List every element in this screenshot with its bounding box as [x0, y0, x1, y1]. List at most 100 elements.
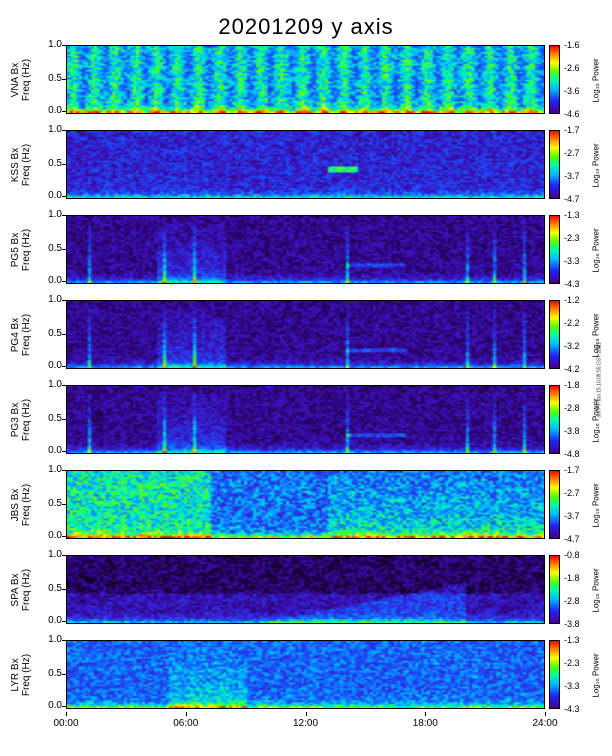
colorbar-tick-label: -2.6 [564, 63, 580, 73]
y-tick-mark [62, 470, 67, 471]
freq-label: Freq (Hz) [21, 313, 33, 357]
freq-label: Freq (Hz) [21, 58, 33, 102]
colorbar-tick-label: -2.3 [564, 658, 580, 668]
freq-label: Freq (Hz) [21, 483, 33, 527]
station-label-text: PG5 Bx Freq (Hz) [10, 229, 32, 271]
colorbar [549, 470, 560, 539]
spectrogram-image [67, 641, 544, 708]
spectrogram-image [67, 556, 544, 623]
colorbar-tick-label: -1.2 [564, 295, 580, 305]
y-tick-label: 0.5 [48, 328, 62, 339]
x-tick-mark [185, 712, 187, 716]
station-name: PG5 Bx [10, 232, 22, 268]
colorbar-tick-label: -3.8 [564, 426, 580, 436]
y-tick-label: 0.5 [48, 158, 62, 169]
x-tick-label: 24:00 [532, 718, 558, 729]
panel-vna: VNA Bx Freq (Hz) 1.0 0.5 0.0 -1.6 -2.6 -3.6 -4.6… [0, 40, 612, 120]
panel-lyr: LYR Bx Freq (Hz) 1.0 0.5 0.0 -1.3 -2.3 -3.3 -4.3… [0, 635, 612, 715]
colorbar-tick-label: -2.3 [564, 233, 580, 243]
x-tick-label: 06:00 [173, 718, 199, 729]
y-tick-mark [62, 300, 67, 301]
credit-note: anl Fri Jan 15 10:09:55 GST 2021 [590, 300, 610, 460]
colorbar-tick-label: -1.3 [564, 210, 580, 220]
station-label-text: LYR Bx Freq (Hz) [10, 654, 32, 696]
colorbar [549, 300, 560, 369]
station-label: LYR Bx Freq (Hz) [4, 635, 38, 715]
colorbar-tick-label: -3.6 [564, 86, 580, 96]
x-tick-mark [66, 712, 67, 716]
y-tick-label: 0.5 [48, 243, 62, 254]
y-tick-label: 1.0 [48, 124, 62, 135]
y-tick-mark [62, 281, 67, 282]
x-tick-mark [305, 712, 307, 716]
y-tick-label: 1.0 [48, 379, 62, 390]
colorbar-tick-label: -2.8 [564, 596, 580, 606]
spectrogram-plot [66, 215, 545, 284]
colorbar-label-text: Log₁₀ Power [591, 57, 601, 103]
colorbar-label: Log₁₀ Power [585, 550, 607, 630]
spectrogram-plot [66, 385, 545, 454]
station-label: PG5 Bx Freq (Hz) [4, 210, 38, 290]
colorbar-tick-label: -1.8 [564, 573, 580, 583]
colorbar-label-text: Log₁₀ Power [591, 567, 601, 613]
colorbar-tick-label: -1.7 [564, 125, 580, 135]
y-tick-mark [62, 366, 67, 367]
colorbar-tick-label: -1.3 [564, 635, 580, 645]
y-tick-mark [62, 196, 67, 197]
colorbar-tick-label: -3.3 [564, 256, 580, 266]
panel-kss: KSS Bx Freq (Hz) 1.0 0.5 0.0 -1.7 -2.7 -3.7 -4.7… [0, 125, 612, 205]
colorbar-tick-label: -3.7 [564, 171, 580, 181]
station-name: JBS Bx [10, 488, 22, 522]
station-label: PG3 Bx Freq (Hz) [4, 380, 38, 460]
colorbar [549, 640, 560, 709]
y-tick-label: 0.0 [48, 275, 62, 286]
y-tick-label: 0.0 [48, 445, 62, 456]
colorbar-tick-label: -2.7 [564, 488, 580, 498]
station-label-text: PG3 Bx Freq (Hz) [10, 399, 32, 441]
colorbar-ticks: -1.7 -2.7 -3.7 -4.7 [564, 125, 590, 205]
colorbar [549, 45, 560, 114]
spectrogram-image [67, 386, 544, 453]
station-label-text: JBS Bx Freq (Hz) [10, 484, 32, 526]
chart-title: 20201209 y axis [218, 14, 394, 39]
colorbar-tick-label: -3.8 [564, 619, 580, 629]
panel-pg3: PG3 Bx Freq (Hz) 1.0 0.5 0.0 -1.8 -2.8 -3.8 -4.8… [0, 380, 612, 460]
y-tick-label: 0.5 [48, 498, 62, 509]
colorbar-tick-label: -2.7 [564, 148, 580, 158]
colorbar-label-text: Log₁₀ Power [591, 227, 601, 273]
y-tick-mark [62, 555, 67, 556]
colorbar-tick-label: -1.6 [564, 40, 580, 50]
y-tick-mark [62, 79, 67, 80]
freq-label: Freq (Hz) [21, 653, 33, 697]
panel-pg5: PG5 Bx Freq (Hz) 1.0 0.5 0.0 -1.3 -2.3 -3.3 -4.3… [0, 210, 612, 290]
y-tick-label: 0.5 [48, 73, 62, 84]
spectrogram-image [67, 216, 544, 283]
colorbar-ticks: -1.6 -2.6 -3.6 -4.6 [564, 40, 590, 120]
colorbar-ticks: -1.3 -2.3 -3.3 -4.3 [564, 635, 590, 715]
y-tick-mark [62, 130, 67, 131]
colorbar-tick-label: -4.8 [564, 449, 580, 459]
station-name: LYR Bx [10, 658, 22, 692]
colorbar-tick-label: -4.6 [564, 109, 580, 119]
spectrogram-image [67, 131, 544, 198]
colorbar-tick-label: -2.8 [564, 403, 580, 413]
colorbar-label-text: Log₁₀ Power [591, 142, 601, 188]
x-tick-mark [545, 712, 546, 716]
y-tick-label: 0.0 [48, 190, 62, 201]
y-tick-label: 0.0 [48, 615, 62, 626]
y-tick-label: 0.0 [48, 105, 62, 116]
spectrogram-plot [66, 640, 545, 709]
y-tick-label: 1.0 [48, 39, 62, 50]
colorbar [549, 215, 560, 284]
station-label-text: PG4 Bx Freq (Hz) [10, 314, 32, 356]
freq-label: Freq (Hz) [21, 568, 33, 612]
colorbar [549, 385, 560, 454]
y-tick-label: 1.0 [48, 209, 62, 220]
colorbar-tick-label: -1.7 [564, 465, 580, 475]
station-label-text: KSS Bx Freq (Hz) [10, 144, 32, 186]
y-tick-mark [62, 504, 67, 505]
station-name: PG4 Bx [10, 317, 22, 353]
y-tick-mark [62, 385, 67, 386]
station-name: KSS Bx [10, 147, 22, 183]
panel-jbs: JBS Bx Freq (Hz) 1.0 0.5 0.0 -1.7 -2.7 -3.7 -4.7… [0, 465, 612, 545]
